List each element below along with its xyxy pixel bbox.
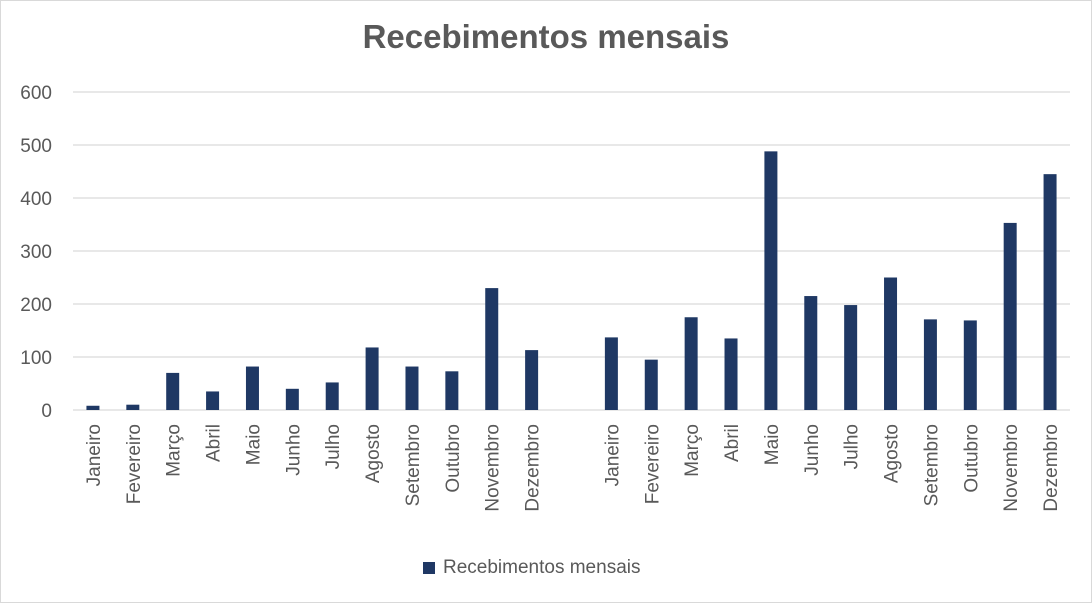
x-tick-label: Novembro (1001, 424, 1022, 512)
x-tick-label: Abril (204, 424, 225, 462)
bar (166, 372, 180, 410)
x-tick-label: Julho (323, 424, 344, 469)
legend-label: Recebimentos mensais (443, 557, 641, 578)
x-tick-label: Dezembro (1041, 424, 1062, 512)
x-tick-label: Outubro (443, 424, 464, 493)
x-tick-label: Julho (842, 424, 863, 469)
x-tick-label: Dezembro (523, 424, 544, 512)
x-tick-label: Abril (722, 424, 743, 462)
y-tick-label: 300 (20, 242, 52, 263)
bar (764, 151, 778, 411)
x-tick-label: Janeiro (602, 424, 623, 486)
bar (1043, 174, 1057, 410)
y-tick-label: 600 (20, 83, 52, 104)
bar (1003, 222, 1017, 410)
bar (245, 366, 259, 410)
bar (405, 366, 419, 410)
x-tick-label: Setembro (403, 424, 424, 506)
x-tick-label: Junho (283, 424, 304, 476)
chart-title: Recebimentos mensais (362, 18, 730, 55)
bar (724, 338, 738, 410)
x-tick-label: Maio (243, 424, 264, 465)
x-tick-label: Maio (762, 424, 783, 465)
bar (684, 317, 698, 410)
x-tick-label: Janeiro (84, 424, 105, 486)
x-tick-label: Junho (802, 424, 823, 476)
bar (804, 296, 818, 410)
bar (325, 382, 339, 410)
x-tick-label: Março (682, 424, 703, 477)
bar (365, 347, 379, 410)
x-tick-label: Agosto (882, 424, 903, 483)
bar (445, 371, 459, 410)
bar (525, 350, 539, 410)
bar (644, 359, 658, 410)
bar (884, 277, 898, 410)
bar (963, 320, 977, 410)
bar (604, 337, 618, 410)
bar (285, 388, 299, 410)
y-tick-label: 0 (41, 401, 52, 422)
bar (923, 319, 937, 410)
legend-swatch (423, 562, 435, 574)
x-tick-label: Outubro (961, 424, 982, 493)
legend: Recebimentos mensais (423, 555, 640, 581)
x-tick-label: Setembro (921, 424, 942, 506)
x-tick-label: Março (164, 424, 185, 477)
x-tick-label: Novembro (483, 424, 504, 512)
bar (86, 405, 100, 410)
x-tick-label: Agosto (363, 424, 384, 483)
y-tick-label: 400 (20, 189, 52, 210)
bar (206, 391, 220, 410)
y-tick-label: 500 (20, 136, 52, 157)
bar (844, 305, 858, 410)
bar (126, 404, 140, 410)
y-tick-label: 200 (20, 295, 52, 316)
x-tick-label: Fevereiro (124, 424, 145, 504)
x-tick-label: Fevereiro (642, 424, 663, 504)
y-tick-label: 100 (20, 348, 52, 369)
bar (485, 288, 499, 410)
